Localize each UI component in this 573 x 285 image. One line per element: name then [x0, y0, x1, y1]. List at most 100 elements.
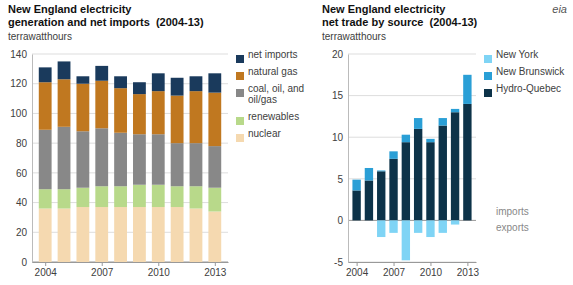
- tick: 100: [10, 108, 32, 119]
- legend-label: New York: [496, 49, 539, 60]
- tick-label: 0: [21, 257, 27, 268]
- tick-label: 2013: [204, 267, 227, 278]
- bar: [402, 135, 410, 142]
- title: New England electricity: [8, 3, 132, 15]
- bar: [171, 78, 184, 96]
- bar: [58, 61, 71, 79]
- bar: [352, 220, 360, 221]
- bar: [463, 104, 471, 220]
- legend-swatch: [236, 55, 244, 63]
- bar: [152, 134, 165, 185]
- bar: [190, 186, 203, 208]
- tick-label: 40: [16, 197, 28, 208]
- text-line: natural gas: [248, 66, 297, 77]
- bar: [39, 189, 52, 208]
- annotation: exports: [496, 222, 529, 233]
- text-line: Hydro-Quebec: [496, 83, 561, 94]
- bar: [114, 88, 127, 133]
- bar: [76, 84, 89, 132]
- grid: [348, 54, 476, 262]
- tick-label: -5: [334, 257, 343, 268]
- bar: [439, 220, 447, 232]
- bar: [76, 207, 89, 262]
- bar: [365, 180, 373, 220]
- text-line: coal, oil, and: [248, 83, 307, 94]
- bar: [190, 91, 203, 143]
- bars: [352, 75, 471, 261]
- tick: 2004: [346, 262, 369, 278]
- x-axis: 2004 2007 2010 2013: [346, 262, 479, 278]
- bar: [414, 220, 422, 232]
- bar: [426, 139, 434, 142]
- grid-line: [348, 262, 476, 263]
- tick-label: 20: [16, 227, 28, 238]
- bar-series: [377, 220, 459, 260]
- axis-line: [348, 55, 349, 263]
- tick: 2010: [420, 262, 443, 278]
- tick-line: [394, 262, 395, 266]
- bar: [95, 207, 108, 262]
- bar: [451, 220, 459, 224]
- bar: [365, 168, 373, 180]
- y-axis: -505101520: [332, 49, 349, 268]
- bar: [171, 96, 184, 144]
- subtitle: net trade by source (2004-13): [322, 16, 478, 28]
- bar: [352, 190, 360, 220]
- tick: 10: [332, 132, 348, 143]
- bar: [208, 211, 221, 262]
- tick: 20: [16, 227, 32, 238]
- tick-label: 80: [16, 138, 28, 149]
- bar: [133, 207, 146, 262]
- tick-label: 0: [337, 215, 343, 226]
- tick: 80: [16, 138, 32, 149]
- tick-label: 2007: [383, 267, 406, 278]
- bar: [95, 186, 108, 207]
- tick: 2007: [383, 262, 406, 278]
- tick: 2004: [35, 262, 58, 278]
- tick: 2010: [148, 262, 171, 278]
- bar: [190, 76, 203, 91]
- y-axis: 020406080100120140: [10, 49, 32, 268]
- legend-swatch: [484, 89, 492, 97]
- bar: [352, 180, 360, 191]
- tick: -5: [334, 257, 348, 268]
- bar: [152, 91, 165, 134]
- tick-label: 140: [10, 49, 27, 60]
- bar: [133, 134, 146, 185]
- legend: net importsnatural gascoal, oil, and oil…: [236, 49, 307, 142]
- axis-title: terrawatthours: [322, 31, 386, 42]
- bar: [171, 186, 184, 207]
- bar: [451, 109, 459, 112]
- credit: eia: [552, 3, 567, 15]
- bar: [190, 143, 203, 186]
- chart-panel: -5051015202004200720102013New England el…: [322, 3, 565, 278]
- bar: [114, 133, 127, 186]
- tick: 140: [10, 49, 32, 60]
- text-line: New Brunswick: [496, 66, 565, 77]
- bar: [377, 220, 385, 237]
- tick-label: 2007: [91, 267, 114, 278]
- tick-line: [158, 262, 159, 266]
- bar: [377, 170, 385, 172]
- bar: [377, 171, 385, 220]
- tick-label: 2010: [420, 267, 443, 278]
- bar: [58, 189, 71, 208]
- bar: [76, 76, 89, 83]
- legend-label: net imports: [248, 49, 297, 60]
- bar: [190, 209, 203, 262]
- legend-swatch: [236, 134, 244, 142]
- legend-swatch: [484, 55, 492, 63]
- bar: [114, 186, 127, 207]
- bar: [39, 130, 52, 189]
- tick: 40: [16, 197, 32, 208]
- bar-series: [352, 104, 471, 220]
- bar: [95, 128, 108, 186]
- bar: [463, 75, 471, 104]
- bar: [389, 159, 397, 221]
- bar: [95, 66, 108, 81]
- bar: [171, 207, 184, 262]
- tick: 2013: [457, 262, 480, 278]
- bar-series: [39, 61, 221, 95]
- legend-swatch: [236, 72, 244, 80]
- bar: [114, 207, 127, 262]
